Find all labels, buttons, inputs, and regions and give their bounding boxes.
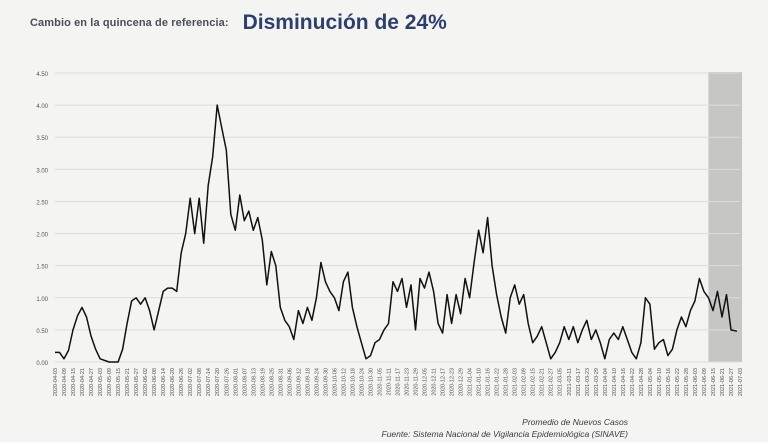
y-tick-label: 3.50 bbox=[36, 136, 48, 142]
x-tick-label: 2020-11-17 bbox=[396, 368, 402, 396]
header-label: Cambio en la quincena de referencia: bbox=[30, 17, 229, 29]
x-tick-label: 2020-10-18 bbox=[350, 368, 356, 396]
x-tick-label: 2021-03-29 bbox=[594, 368, 600, 396]
highlight-region bbox=[708, 72, 742, 362]
x-tick-label: 2021-01-28 bbox=[504, 368, 510, 396]
x-tick-label: 2021-01-04 bbox=[468, 368, 474, 396]
x-tick-label: 2021-01-10 bbox=[477, 368, 483, 396]
x-tick-label: 2021-03-17 bbox=[576, 368, 582, 396]
x-tick-label: 2020-08-07 bbox=[242, 368, 248, 396]
y-tick-label: 0.50 bbox=[36, 329, 48, 335]
series-name-label: Promedio de Nuevos Casos bbox=[522, 417, 628, 427]
x-tick-label: 2020-08-19 bbox=[260, 368, 266, 396]
x-tick-label: 2020-04-09 bbox=[62, 368, 68, 396]
x-tick-label: 2020-09-12 bbox=[296, 368, 302, 396]
x-tick-label: 2020-09-24 bbox=[314, 368, 320, 396]
x-tick-label: 2021-06-15 bbox=[711, 368, 717, 396]
x-tick-label: 2020-07-14 bbox=[206, 368, 212, 396]
x-tick-label: 2020-12-17 bbox=[441, 368, 447, 396]
x-tick-label: 2021-04-22 bbox=[630, 368, 636, 396]
y-tick-label: 2.00 bbox=[36, 233, 48, 239]
y-tick-label: 4.00 bbox=[36, 104, 48, 110]
x-tick-label: 2021-02-09 bbox=[522, 368, 528, 396]
x-tick-label: 2021-06-27 bbox=[729, 368, 735, 396]
x-tick-label: 2020-12-29 bbox=[459, 368, 465, 396]
x-tick-label: 2020-07-02 bbox=[188, 368, 194, 396]
x-tick-label: 2021-07-03 bbox=[738, 368, 744, 396]
x-tick-label: 2020-10-30 bbox=[368, 368, 374, 396]
x-tick-label: 2021-04-04 bbox=[603, 368, 609, 396]
header: Cambio en la quincena de referencia: Dis… bbox=[30, 6, 447, 40]
x-tick-label: 2020-10-24 bbox=[359, 368, 365, 396]
x-tick-label: 2021-06-03 bbox=[693, 368, 699, 396]
x-tick-label: 2020-08-31 bbox=[278, 368, 284, 396]
x-tick-label: 2020-04-03 bbox=[53, 368, 59, 396]
x-tick-label: 2021-05-04 bbox=[648, 368, 654, 396]
x-tick-label: 2020-12-23 bbox=[450, 368, 456, 396]
x-tick-label: 2021-03-05 bbox=[558, 368, 564, 396]
x-tick-label: 2020-07-08 bbox=[197, 368, 203, 396]
y-tick-label: 3.00 bbox=[36, 168, 48, 174]
x-tick-label: 2020-06-02 bbox=[143, 368, 149, 396]
y-tick-label: 1.50 bbox=[36, 265, 48, 271]
x-tick-label: 2020-06-26 bbox=[179, 368, 185, 396]
x-tick-label: 2021-02-21 bbox=[540, 368, 546, 396]
x-tick-label: 2021-02-03 bbox=[513, 368, 519, 396]
series-line bbox=[55, 104, 738, 363]
x-tick-label: 2020-05-15 bbox=[116, 368, 122, 396]
x-tick-label: 2021-01-22 bbox=[495, 368, 501, 396]
x-tick-label: 2021-03-23 bbox=[585, 368, 591, 396]
x-tick-label: 2020-11-05 bbox=[377, 368, 383, 396]
x-tick-label: 2021-04-28 bbox=[639, 368, 645, 396]
header-value: Disminución de 24% bbox=[242, 11, 447, 34]
x-tick-label: 2021-04-10 bbox=[612, 368, 618, 396]
x-tick-label: 2021-02-15 bbox=[531, 368, 537, 396]
x-tick-label: 2020-06-20 bbox=[170, 368, 176, 396]
x-tick-label: 2020-06-14 bbox=[161, 368, 167, 396]
x-tick-label: 2020-08-13 bbox=[251, 368, 257, 396]
x-tick-label: 2021-04-16 bbox=[621, 368, 627, 396]
y-tick-label: 0.00 bbox=[36, 361, 48, 367]
x-tick-label: 2020-08-25 bbox=[269, 368, 275, 396]
x-tick-label: 2021-06-21 bbox=[720, 368, 726, 396]
y-tick-label: 1.00 bbox=[36, 297, 48, 303]
x-tick-label: 2020-10-12 bbox=[341, 368, 347, 396]
x-tick-label: 2021-06-09 bbox=[702, 368, 708, 396]
x-tick-label: 2020-11-23 bbox=[405, 368, 411, 396]
x-tick-label: 2020-06-08 bbox=[152, 368, 158, 396]
x-tick-label: 2021-05-22 bbox=[675, 368, 681, 396]
x-tick-label: 2020-11-29 bbox=[414, 368, 420, 396]
x-tick-label: 2020-04-27 bbox=[89, 368, 95, 396]
x-tick-label: 2021-05-28 bbox=[684, 368, 690, 396]
source-note: Fuente: Sistema Nacional de Vigilancia E… bbox=[381, 429, 628, 439]
x-tick-label: 2021-02-27 bbox=[549, 368, 555, 396]
x-tick-label: 2020-04-15 bbox=[71, 368, 77, 396]
x-tick-label: 2021-05-10 bbox=[657, 368, 663, 396]
x-tick-label: 2021-03-11 bbox=[567, 368, 573, 396]
x-tick-label: 2020-05-09 bbox=[107, 368, 113, 396]
x-tick-label: 2020-09-18 bbox=[305, 368, 311, 396]
x-tick-label: 2020-05-03 bbox=[98, 368, 104, 396]
x-tick-label: 2020-08-01 bbox=[233, 368, 239, 396]
x-tick-label: 2020-05-21 bbox=[125, 368, 131, 396]
x-tick-label: 2020-11-11 bbox=[386, 368, 392, 395]
x-tick-label: 2020-07-26 bbox=[224, 368, 230, 396]
y-tick-label: 2.50 bbox=[36, 200, 48, 206]
y-tick-label: 4.50 bbox=[36, 72, 48, 78]
x-tick-label: 2020-07-20 bbox=[215, 368, 221, 396]
x-tick-label: 2020-05-27 bbox=[134, 368, 140, 396]
x-tick-label: 2021-05-16 bbox=[666, 368, 672, 396]
x-tick-label: 2020-10-06 bbox=[332, 368, 338, 396]
x-tick-label: 2020-04-21 bbox=[80, 368, 86, 396]
x-tick-label: 2020-12-05 bbox=[423, 368, 429, 396]
x-tick-label: 2020-09-06 bbox=[287, 368, 293, 396]
x-tick-label: 2020-12-11 bbox=[432, 368, 438, 396]
x-tick-label: 2021-01-16 bbox=[486, 368, 492, 396]
x-tick-label: 2020-09-30 bbox=[323, 368, 329, 396]
